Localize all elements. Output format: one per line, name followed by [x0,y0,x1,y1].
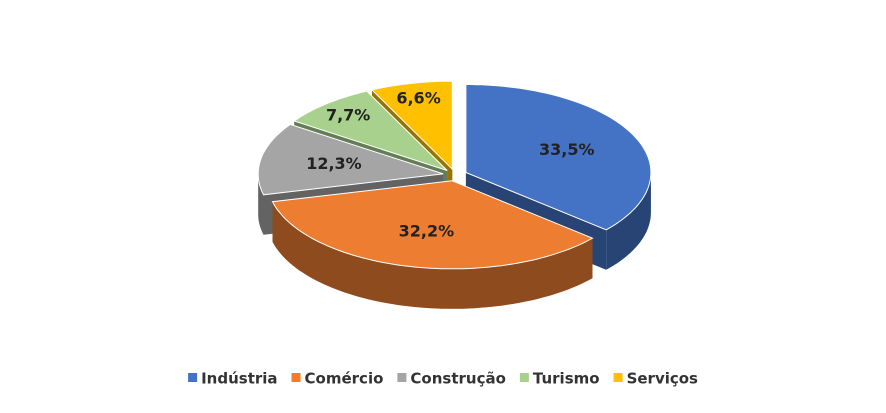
legend-swatch [291,373,301,382]
legend-label: Indústria [201,370,277,388]
slice-side-shade [606,172,651,270]
legend-label: Comércio [305,370,384,388]
legend-swatch [188,373,198,382]
legend: Indústria Comércio Construção Turismo Serviç… [188,370,698,388]
pie-slice [271,180,594,270]
pie-slice [465,84,652,231]
data-label: 6,6% [396,88,440,107]
data-label: 33,5% [539,140,595,159]
legend-swatch [519,373,529,382]
data-label: 32,2% [399,222,455,241]
legend-swatch [613,373,623,382]
slice-side [606,172,651,270]
legend-label: Turismo [533,370,600,388]
pie-slice [293,90,448,171]
legend-label: Serviços [627,370,698,388]
slice-side [258,173,264,235]
slice-side [272,201,593,309]
slice-side-shade [258,173,264,235]
data-label: 12,3% [306,154,362,173]
pie-slice [257,123,444,196]
data-label: 7,7% [326,105,370,124]
legend-label: Construção [410,370,506,388]
legend-swatch [397,373,407,382]
pie-slice [370,80,453,171]
slice-side-shade [272,201,593,309]
